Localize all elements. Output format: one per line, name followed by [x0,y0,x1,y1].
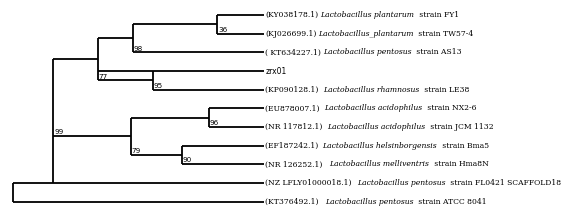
Text: (NR 126252.1): (NR 126252.1) [265,160,328,168]
Text: 99: 99 [54,129,63,135]
Text: ( KT634227.1): ( KT634227.1) [265,48,321,57]
Text: 95: 95 [154,83,163,89]
Text: (KY038178.1): (KY038178.1) [265,11,319,19]
Text: (KP090128.1): (KP090128.1) [265,86,321,94]
Text: 36: 36 [218,27,227,33]
Text: Lactobacillus melliventris: Lactobacillus melliventris [329,160,429,168]
Text: strain ATCC 8041: strain ATCC 8041 [416,198,487,206]
Text: Lactobacillus acidophilus: Lactobacillus acidophilus [327,123,425,131]
Text: strain AS13: strain AS13 [414,48,462,57]
Text: (KT376492.1): (KT376492.1) [265,198,324,206]
Text: Lactobacillus pentosus: Lactobacillus pentosus [325,198,414,206]
Text: Lactobacillus acidophilus: Lactobacillus acidophilus [324,104,422,112]
Text: 79: 79 [132,148,141,154]
Text: strain FY1: strain FY1 [417,11,459,19]
Text: Lactobacillus pentosus: Lactobacillus pentosus [323,48,412,57]
Text: (NZ LFLY01000018.1): (NZ LFLY01000018.1) [265,179,354,187]
Text: strain LE38: strain LE38 [422,86,469,94]
Text: 96: 96 [209,120,218,126]
Text: strain Hma8N: strain Hma8N [432,160,489,168]
Text: 90: 90 [183,157,192,163]
Text: 98: 98 [134,46,143,52]
Text: Lactobacillus rhamnosus: Lactobacillus rhamnosus [323,86,419,94]
Text: (EU878007.1): (EU878007.1) [265,104,322,112]
Text: (NR 117812.1): (NR 117812.1) [265,123,325,131]
Text: strain FL0421 SCAFFOLD18: strain FL0421 SCAFFOLD18 [448,179,561,187]
Text: Lactobacillus plantarum: Lactobacillus plantarum [320,11,414,19]
Text: strain Bma5: strain Bma5 [440,142,489,150]
Text: zrx01: zrx01 [265,67,287,76]
Text: strain TW57-4: strain TW57-4 [417,30,473,38]
Text: Lactobacillus_plantarum: Lactobacillus_plantarum [318,30,414,38]
Text: Lactobacillus pentosus: Lactobacillus pentosus [357,179,445,187]
Text: Lactobacillus helsinborgensis: Lactobacillus helsinborgensis [323,142,437,150]
Text: 77: 77 [99,74,108,80]
Text: strain NX2-6: strain NX2-6 [425,104,476,112]
Text: strain JCM 1132: strain JCM 1132 [428,123,493,131]
Text: (EF187242.1): (EF187242.1) [265,142,321,150]
Text: (KJ026699.1): (KJ026699.1) [265,30,317,38]
